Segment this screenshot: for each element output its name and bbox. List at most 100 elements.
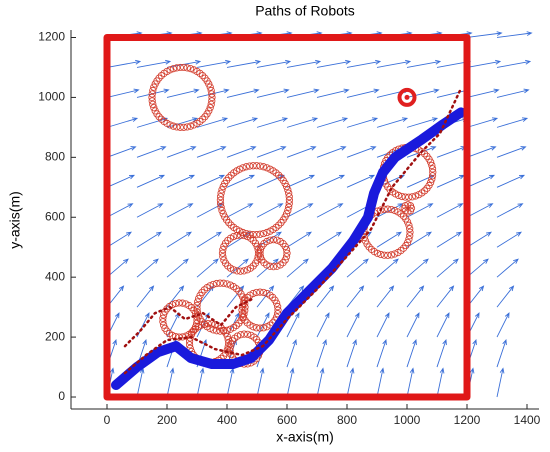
obstacle-marker [190,121,198,129]
obstacle-marker [168,301,176,309]
obstacle-marker [159,321,168,329]
quiver-arrow [436,285,455,308]
quiver-arrow [466,88,500,98]
quiver-arrow [406,59,442,68]
quiver-arrow [316,338,327,368]
x-tick-label: 1200 [454,413,481,427]
quiver-arrow [376,258,399,278]
obstacle-marker [263,323,271,331]
quiver-arrow [406,338,417,368]
obstacle-marker [242,163,250,171]
quiver-arrow [136,231,162,248]
obstacle-marker [256,162,264,170]
quiver-arrow [436,231,462,248]
obstacle-marker [183,123,191,131]
quiver-arrow [496,231,522,248]
obstacle-marker [256,249,264,257]
quiver-arrow [136,312,150,338]
obstacle-marker [394,248,402,257]
obstacle-marker [196,69,204,77]
quiver-arrow [286,367,295,398]
obstacle-marker [165,329,174,338]
y-tick-label: 1000 [38,90,65,104]
obstacle-marker [283,249,291,257]
quiver-arrow [196,258,219,278]
quiver-arrow [106,203,134,218]
obstacle-marker [172,299,180,308]
quiver-arrow [286,88,320,98]
quiver-arrow [136,285,155,308]
x-axis-label: x-axis(m) [276,429,334,445]
quiver-arrow [496,367,505,398]
obstacle-marker [178,299,187,307]
quiver-arrow [196,367,205,398]
quiver-arrow [256,367,265,398]
obstacle-marker [159,311,168,319]
obstacle-marker [206,104,214,112]
obstacle-marker [408,193,416,201]
obstacle-marker [228,337,237,345]
obstacle-marker [263,228,271,237]
obstacle [400,201,416,216]
quiver-arrow [496,59,532,68]
obstacle-marker [201,113,209,121]
quiver-arrow [496,258,519,278]
obstacle-marker [208,93,216,102]
obstacle-marker [223,280,231,288]
obstacle-marker [249,162,257,170]
obstacle-marker [233,267,241,275]
obstacle-marker [180,123,188,131]
obstacle-marker [405,221,413,229]
obstacle-marker [208,90,216,98]
obstacle-marker [148,93,156,102]
quiver-arrow [436,338,447,368]
quiver-arrow [226,174,256,188]
obstacle-marker [193,305,201,313]
quiver-arrow [346,59,382,68]
quiver-arrow [196,231,222,248]
obstacle-marker [176,63,184,72]
obstacle-marker [159,318,167,326]
obstacle-marker [285,203,293,211]
quiver-arrow [436,258,459,278]
quiver-arrow [466,59,502,68]
obstacle-marker [406,228,414,236]
quiver-arrow [136,146,167,158]
obstacle-marker [367,245,376,254]
obstacle-marker [148,90,156,98]
obstacle-marker [252,288,261,297]
quiver-arrow [286,117,319,128]
obstacle-marker [169,65,177,73]
obstacle-marker [391,250,399,258]
quiver-arrow [346,174,376,188]
obstacle-marker [263,164,271,172]
obstacle-marker [150,104,158,112]
quiver-arrow [166,117,199,128]
obstacle-marker [269,263,278,271]
x-tick-label: 600 [277,413,297,427]
obstacle-marker [258,256,266,264]
quiver-arrow [286,338,297,368]
quiver-arrow [496,146,527,158]
x-tick-label: 400 [217,413,237,427]
obstacle-marker [160,117,168,126]
quiver-arrow [496,117,529,128]
obstacle-marker [386,186,394,194]
quiver-arrow [316,146,347,158]
obstacle-marker [387,205,395,214]
obstacle-marker [185,337,194,345]
quiver-arrow [106,146,137,158]
target [397,87,417,107]
obstacle-marker [269,236,278,244]
obstacle-marker [361,237,370,245]
quiver-arrow [106,88,140,98]
obstacle-marker [256,253,265,261]
quiver-arrow [106,117,139,128]
obstacle-marker [273,262,281,270]
obstacle-marker [219,246,227,254]
obstacle-marker [227,221,235,229]
obstacle [216,162,293,239]
quiver-arrow [406,258,429,278]
obstacle-marker [219,210,227,218]
